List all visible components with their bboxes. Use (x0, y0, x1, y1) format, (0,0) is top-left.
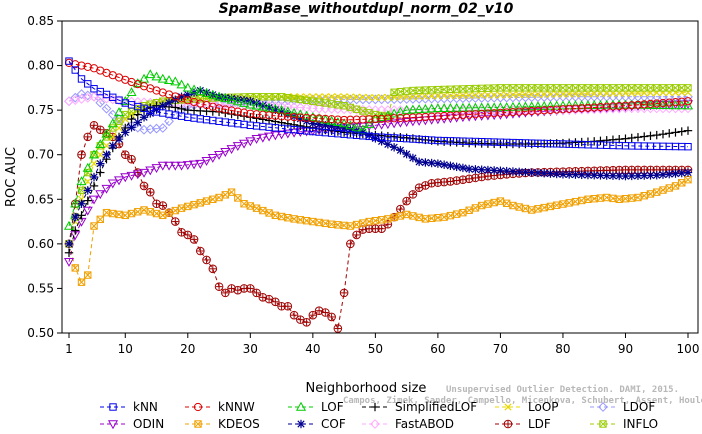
legend-label-knnw: kNNW (218, 400, 255, 414)
x-axis-label: Neighborhood size (306, 381, 427, 396)
legend-label-ldof: LDOF (623, 400, 655, 414)
series-markers-kdeos (65, 175, 692, 286)
x-tick-label-2: 20 (180, 342, 195, 356)
y-tick-label-1: 0.55 (27, 281, 54, 295)
series-odin (63, 100, 694, 267)
legend-item-lof: LOF (288, 400, 344, 414)
legend-label-simplifiedlof: SimplifiedLOF (395, 400, 477, 414)
legend-item-odin: ODIN (100, 417, 164, 431)
legend-item-cof: COF (288, 417, 346, 431)
legend-label-ldf: LDF (528, 417, 551, 431)
y-tick-label-2: 0.60 (27, 237, 54, 251)
y-tick-label-3: 0.65 (27, 192, 54, 206)
x-tick-label-10: 100 (677, 342, 700, 356)
credit-line-1: Unsupervised Outlier Detection. DAMI, 20… (446, 384, 679, 395)
y-tick-label-6: 0.80 (27, 59, 54, 73)
legend-item-inflo: INFLO (590, 417, 658, 431)
x-tick-label-7: 70 (493, 342, 508, 356)
series-line-fastabod (68, 96, 688, 111)
plot-frame (61, 20, 699, 334)
legend-label-inflo: INFLO (623, 417, 658, 431)
credit-line-2: Campos, Zimek, Sander, Campello, Micenko… (343, 395, 702, 406)
series-kdeos (65, 175, 692, 286)
series-line-odin (68, 103, 689, 262)
chart-title: SpamBase_withoutdupl_norm_02_v10 (219, 1, 514, 17)
x-tick-label-6: 60 (430, 342, 445, 356)
series-markers-ldf (64, 120, 693, 333)
legend-item-fastabod: FastABOD (362, 417, 454, 431)
x-tick-label-1: 10 (118, 342, 133, 356)
series-markers-knn (65, 57, 692, 151)
x-axis: 1 10 20 30 40 50 60 70 80 90 100 (65, 333, 699, 356)
series-layer (63, 57, 694, 333)
y-tick-label-5: 0.75 (27, 103, 54, 117)
x-tick-label-0: 1 (65, 342, 73, 356)
series-ldf (64, 120, 693, 333)
x-tick-label-8: 80 (555, 342, 570, 356)
legend-item-ldof: LDOF (590, 400, 655, 414)
legend-label-knn: kNN (133, 400, 158, 414)
legend: kNN kNNW LOF SimplifiedLOF LoOP LDOF ODIN KDEOS… (100, 400, 658, 431)
legend-label-loop: LoOP (528, 400, 559, 414)
y-tick-label-4: 0.70 (27, 148, 54, 162)
y-axis-label: ROC AUC (4, 147, 19, 207)
legend-item-knn: kNN (100, 400, 158, 414)
legend-item-knnw: kNNW (185, 400, 255, 414)
x-tick-label-4: 40 (305, 342, 320, 356)
legend-item-loop: LoOP (495, 400, 559, 414)
legend-label-fastabod: FastABOD (395, 417, 454, 431)
legend-label-kdeos: KDEOS (218, 417, 260, 431)
legend-label-odin: ODIN (133, 417, 164, 431)
x-tick-label-9: 90 (618, 342, 633, 356)
series-knn (65, 57, 692, 151)
legend-item-kdeos: KDEOS (185, 417, 260, 431)
y-tick-label-7: 0.85 (27, 14, 54, 28)
series-markers-odin (63, 100, 694, 267)
y-tick-label-0: 0.50 (27, 326, 54, 340)
legend-label-lof: LOF (321, 400, 344, 414)
x-tick-label-3: 30 (243, 342, 258, 356)
x-tick-label-5: 50 (368, 342, 383, 356)
legend-item-simplifiedlof: SimplifiedLOF (362, 400, 477, 414)
legend-label-cof: COF (321, 417, 346, 431)
legend-item-ldf: LDF (495, 417, 551, 431)
y-axis: 0.50 0.55 0.60 0.65 0.70 0.75 0.80 0.85 (27, 14, 62, 340)
